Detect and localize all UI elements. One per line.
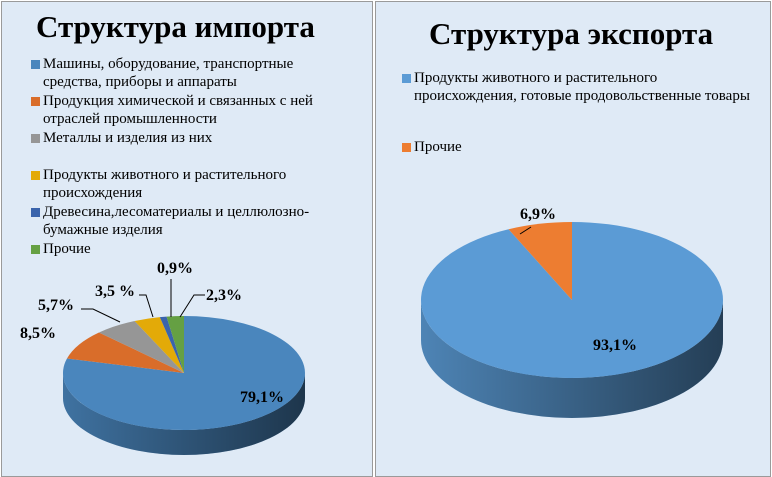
data-label: 2,3% [206,287,242,304]
legend-swatch [31,134,40,143]
pie-slice [159,316,184,373]
pie-slice [508,222,572,300]
leader-lines [81,226,532,323]
leader-line [81,308,121,323]
export-pie [420,222,723,418]
data-label: 0,9% [157,260,193,277]
import-chart-title: Структура импорта [36,9,315,44]
export-legend-item: Продукты животного и растительного проис… [402,69,757,105]
pie-slice [420,222,723,379]
import-legend-item: Продукция химической и связанных с ней о… [31,92,351,128]
import-legend-item: Древесина,лесоматериалы и целлюлозно-бум… [31,203,366,239]
pie-slice [134,317,184,373]
legend-swatch [31,171,40,180]
legend-swatch [402,143,411,152]
data-label: 93,1% [593,337,637,354]
legend-swatch [402,74,411,83]
import-legend-item: Металлы и изделия из них [31,129,351,147]
leader-line [179,294,205,318]
pie-slice [166,316,184,373]
import-pie [63,316,306,455]
pie-slice-side-shade [63,373,305,455]
import-legend-item: Прочие [31,240,351,258]
leader-line [519,226,532,235]
data-label: 3,5 % [95,283,135,300]
data-label: 79,1% [240,389,284,406]
pie-slice-side-shade [421,300,723,418]
data-label: 6,9% [520,206,556,223]
import-legend-item: Продукты животного и растительного проис… [31,166,351,202]
legend-swatch [31,60,40,69]
legend-swatch [31,208,40,217]
import-legend-item: Машины, оборудование, транспортные средс… [31,55,351,91]
pie-slice [63,316,306,430]
leader-line [139,294,154,318]
export-legend-item: Прочие [402,138,757,156]
legend-swatch [31,97,40,106]
data-label: 8,5% [20,325,56,342]
pie-slice [98,320,184,373]
legend-swatch [31,245,40,254]
export-chart-title: Структура экспорта [429,16,714,51]
data-label: 5,7% [38,297,74,314]
pie-slice [66,332,184,373]
